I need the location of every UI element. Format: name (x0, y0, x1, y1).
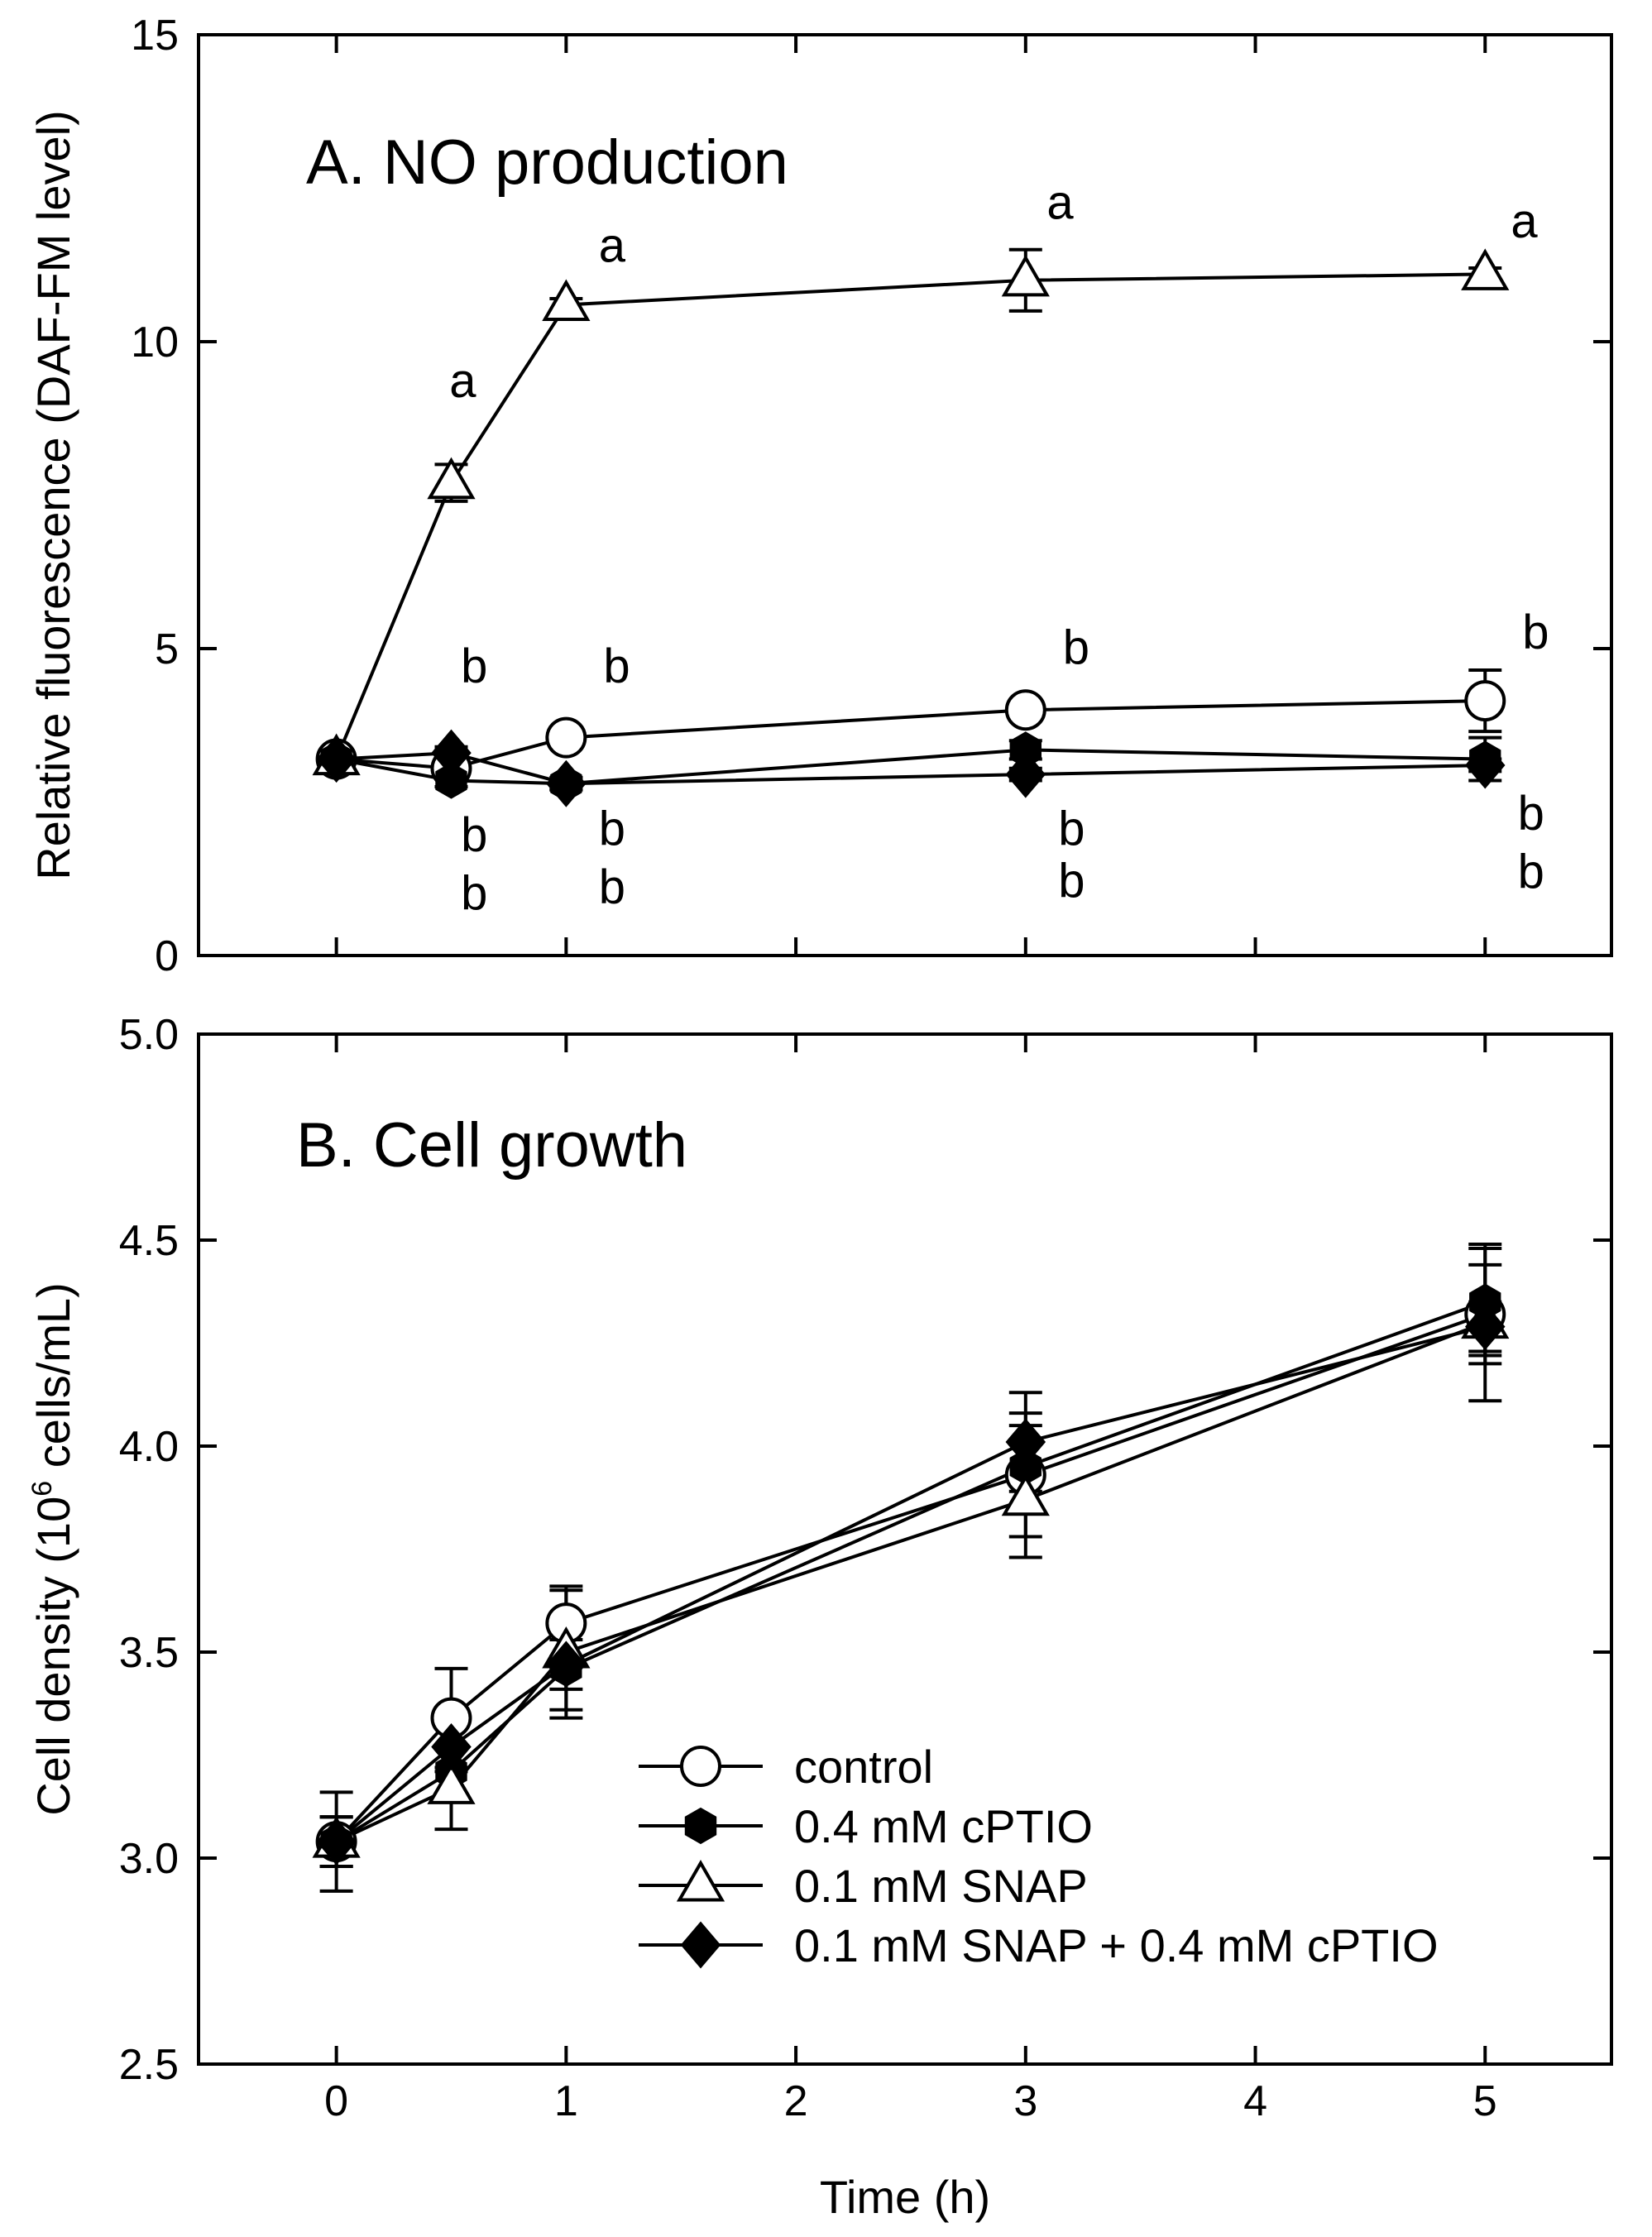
significance-label: a (449, 354, 476, 408)
y-tick-label: 15 (131, 12, 179, 60)
x-tick-label: 3 (1013, 2077, 1037, 2125)
significance-label: b (461, 808, 487, 862)
significance-label: b (603, 639, 630, 693)
x-tick-label: 4 (1243, 2077, 1267, 2125)
data-point (1004, 689, 1046, 731)
data-point (1464, 741, 1506, 789)
data-point (427, 1762, 476, 1804)
data-point (316, 735, 357, 783)
y-tick-label: 5 (155, 625, 179, 673)
plot-frame (197, 33, 1613, 957)
y-axis-title-main: Cell density (10 (27, 1497, 79, 1816)
data-point (542, 279, 591, 322)
y-tick-label: 0 (155, 932, 179, 980)
x-axis-title: Time (h) (820, 2171, 990, 2223)
x-tick-label: 0 (324, 2077, 348, 2125)
data-point (1464, 1303, 1506, 1351)
series-line (334, 272, 1486, 760)
x-tick-label: 1 (554, 2077, 578, 2125)
y-tick-label: 5.0 (119, 1011, 179, 1059)
significance-label: b (1058, 802, 1085, 855)
data-point (435, 762, 467, 799)
panel-a-no-production: 0 5 10 15 A. NO production Relative fluoresce… (27, 12, 1613, 980)
significance-label: b (1063, 621, 1089, 675)
legend-marker (684, 1807, 717, 1845)
significance-label: b (599, 802, 625, 855)
y-axis-title-superscript: 6 (26, 1481, 58, 1497)
y-tick-label: 4.5 (119, 1217, 179, 1265)
y-tick-label: 3.5 (119, 1629, 179, 1677)
data-point (1005, 750, 1046, 798)
data-point (1001, 1473, 1050, 1516)
y-tick-label: 2.5 (119, 2041, 179, 2089)
y-axis-title: Cell density (106 cells/mL) (26, 1282, 79, 1815)
significance-label: b (599, 860, 625, 914)
panel-title: B. Cell growth (296, 1110, 687, 1181)
data-point (545, 716, 587, 759)
significance-label: b (1058, 855, 1085, 908)
significance-label: b (1518, 845, 1544, 898)
significance-label: b (1522, 606, 1549, 659)
y-axis-title: Relative fluorescence (DAF-FM level) (27, 110, 79, 879)
y-tick-label: 3.0 (119, 1835, 179, 1883)
data-point (316, 1818, 357, 1866)
data-point (546, 759, 587, 807)
data-point (1005, 1418, 1046, 1466)
significance-label: a (599, 219, 626, 273)
data-point (546, 1641, 587, 1689)
data-point (431, 729, 472, 777)
significance-label: a (1511, 194, 1538, 248)
significance-label: a (1046, 176, 1074, 230)
data-point (1461, 248, 1510, 290)
data-point (427, 457, 476, 500)
legend-marker (680, 1921, 721, 1969)
legend-marker (680, 1746, 721, 1787)
significance-label: b (461, 639, 487, 693)
significance-label: b (461, 866, 487, 920)
x-tick-label: 5 (1473, 2077, 1497, 2125)
data-point (1001, 254, 1050, 297)
significance-label: b (1518, 787, 1544, 841)
legend-label: 0.4 mM cPTIO (794, 1800, 1093, 1852)
y-axis-title-tail: cells/mL) (27, 1282, 79, 1481)
data-point (1464, 680, 1506, 722)
y-tick-label: 4.0 (119, 1423, 179, 1471)
x-tick-label: 2 (784, 2077, 808, 2125)
data-point (431, 1722, 472, 1771)
legend-label: control (794, 1741, 933, 1793)
legend-label: 0.1 mM SNAP + 0.4 mM cPTIO (794, 1919, 1439, 1971)
legend-marker (676, 1859, 725, 1902)
legend-label: 0.1 mM SNAP (794, 1860, 1088, 1912)
y-tick-label: 10 (131, 319, 179, 366)
plot-frame (197, 1032, 1613, 2066)
panel-b-cell-growth: 0 1 2 3 4 5 2.5 3.0 3.5 4.0 4.5 5.0 B. Cell growth Ce… (26, 1011, 1613, 2223)
panel-title: A. NO production (306, 127, 788, 198)
